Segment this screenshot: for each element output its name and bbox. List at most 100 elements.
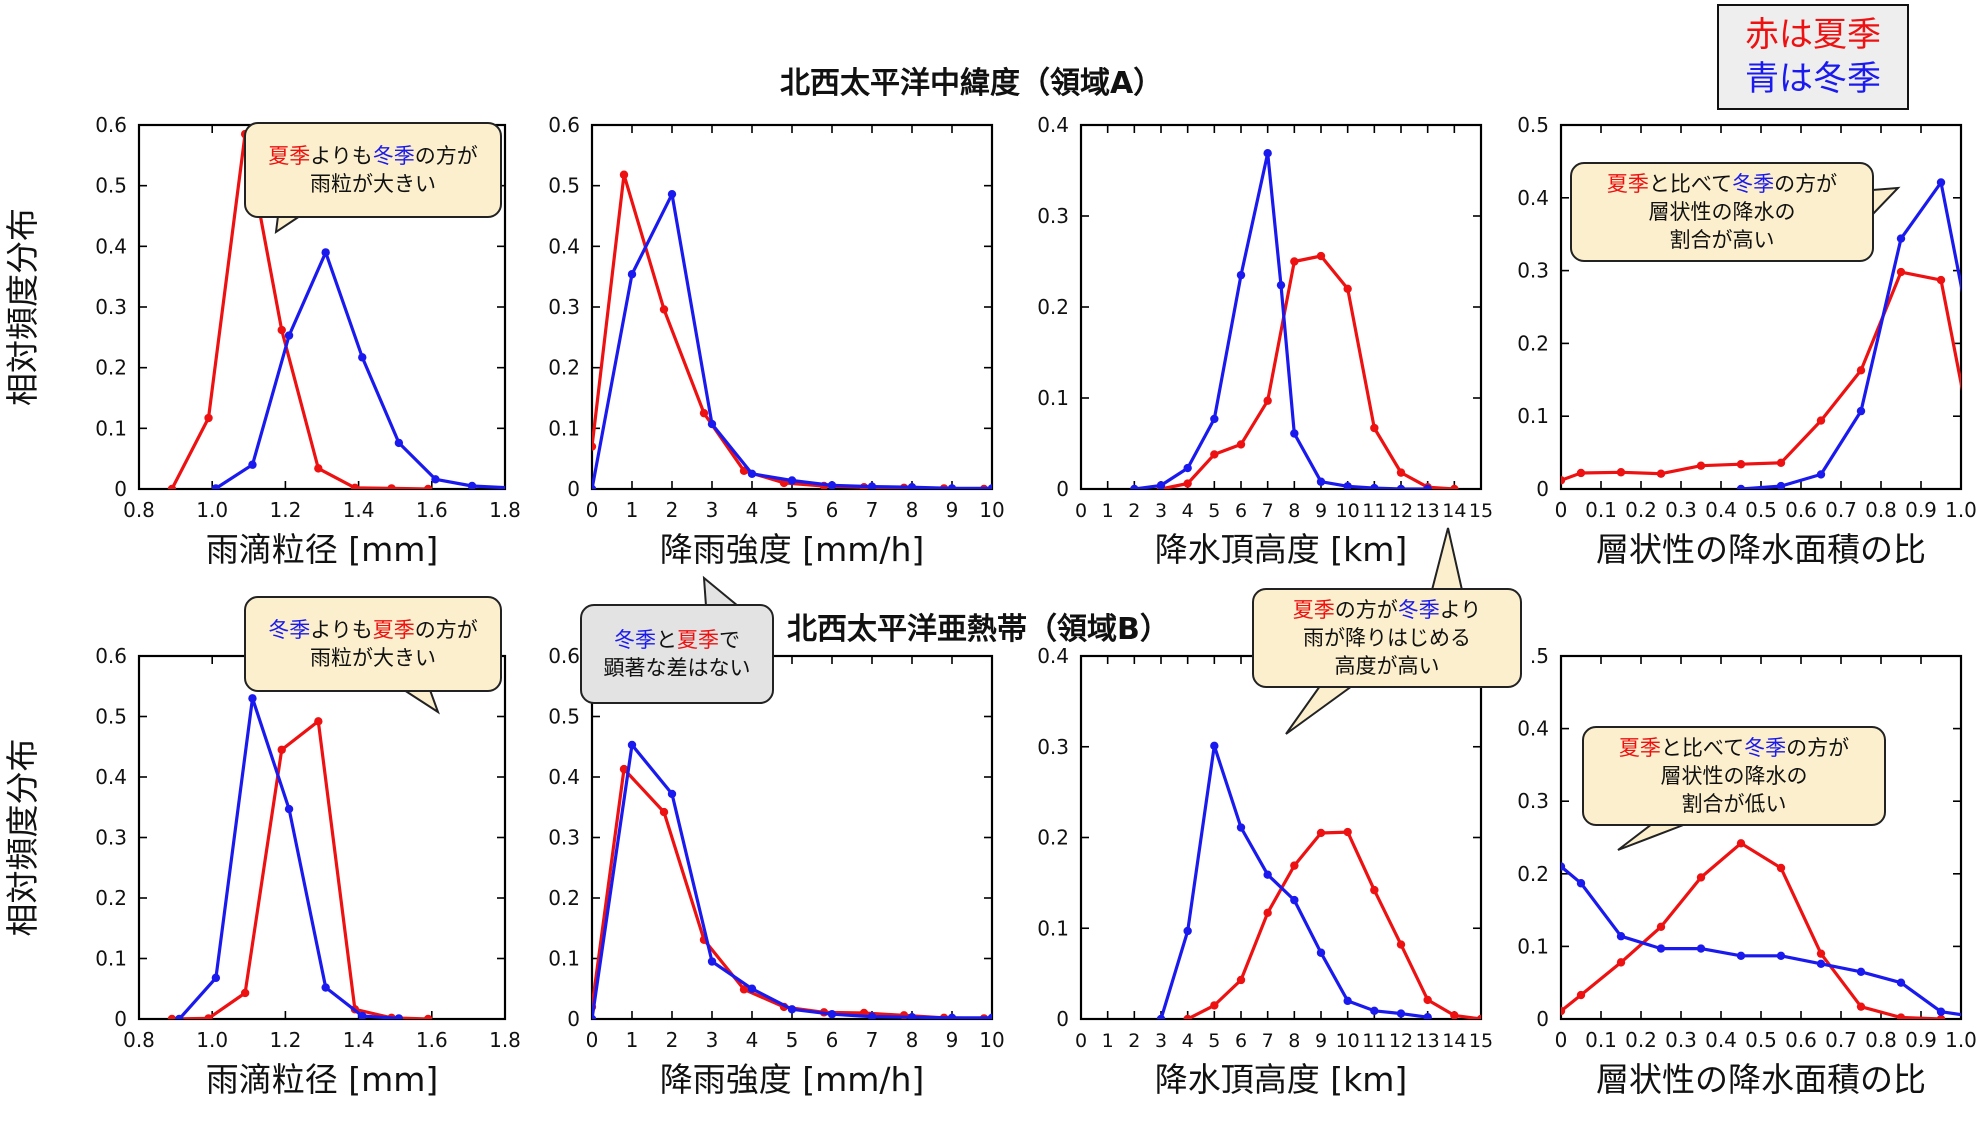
data-point-summer-a4 <box>1576 468 1586 478</box>
series-line-winter-b3 <box>1159 744 1428 1019</box>
legend-summer-label: 赤は夏季 <box>1745 15 1881 55</box>
data-point-winter-a2 <box>947 484 957 489</box>
y-tick-label-a4: 0 <box>1536 477 1549 501</box>
region-b-title: 北西太平洋亜熱帯（領域B） <box>787 612 1170 647</box>
x-tick-label-a2: 2 <box>666 498 679 522</box>
x-axis-label-b2: 降雨強度 [mm/h] <box>660 1060 925 1099</box>
data-point-winter-a1 <box>248 460 257 469</box>
data-point-summer-b2 <box>659 807 669 817</box>
x-tick-label-a4: 0.9 <box>1905 498 1937 522</box>
x-tick-label-b4: 0.4 <box>1705 1028 1737 1052</box>
y-tick-label-a3: 0.1 <box>1037 386 1069 410</box>
data-point-winter-b3 <box>1183 926 1192 936</box>
data-point-winter-b2 <box>907 1012 917 1019</box>
x-tick-label-b2: 7 <box>866 1028 879 1052</box>
data-point-summer-b3 <box>1423 995 1432 1005</box>
data-point-winter-b1 <box>358 1011 367 1019</box>
y-tick-label-b2: 0.5 <box>548 705 580 729</box>
y-tick-label-a1: 0 <box>114 477 127 501</box>
data-point-winter-a3 <box>1423 484 1432 489</box>
data-point-winter-a1 <box>504 485 505 489</box>
plot-frame-a2 <box>590 123 994 491</box>
x-tick-label-a1: 0.8 <box>123 498 155 522</box>
plot-frame-b2 <box>590 654 994 1021</box>
data-point-summer-b4 <box>1896 1013 1906 1019</box>
x-tick-label-a1: 1.0 <box>196 498 228 522</box>
data-point-summer-a1 <box>277 325 286 335</box>
data-point-winter-b4 <box>1856 967 1866 977</box>
series-summer-b4 <box>1561 839 1946 1019</box>
x-tick-label-a3: 10 <box>1336 500 1360 522</box>
x-tick-label-b3: 1 <box>1102 1030 1114 1052</box>
series-line-summer-a1 <box>170 132 429 489</box>
x-tick-label-b3: 0 <box>1075 1030 1087 1052</box>
callout-b2-tail <box>702 575 741 607</box>
data-point-summer-a4 <box>1896 267 1906 277</box>
y-tick-label-a4: 0.5 <box>1517 113 1549 137</box>
callout-b1-line1: 冬季よりも夏季の方が <box>268 618 478 642</box>
x-tick-label-b1: 1.0 <box>196 1028 228 1052</box>
data-point-winter-b3 <box>1423 1012 1432 1019</box>
callout-b4-line2: 層状性の降水の <box>1660 764 1808 788</box>
data-point-winter-a1 <box>211 484 221 489</box>
callout-b2-line2: 顕著な差はない <box>603 656 751 680</box>
data-point-summer-b3 <box>1210 1001 1219 1010</box>
y-tick-label-a1: 0.4 <box>95 234 127 258</box>
x-tick-label-b2: 3 <box>706 1028 719 1052</box>
data-point-summer-a3 <box>1450 484 1459 489</box>
x-tick-label-a3: 5 <box>1208 500 1220 522</box>
data-point-summer-a3 <box>1396 468 1406 477</box>
data-point-summer-b3 <box>1343 827 1352 837</box>
y-tick-label-b2: 0.6 <box>548 644 580 668</box>
y-tick-label-a1: 0.2 <box>95 356 127 380</box>
data-point-winter-b2 <box>787 1005 797 1014</box>
y-tick-label-a4: 0.4 <box>1517 186 1549 210</box>
callout-b3-tail <box>1285 685 1356 735</box>
data-point-winter-a1 <box>358 353 367 362</box>
data-point-winter-b2 <box>867 1012 877 1019</box>
callout-b1-line2: 雨粒が大きい <box>310 646 436 670</box>
series-winter-a3 <box>1130 149 1432 489</box>
x-tick-label-a3: 8 <box>1288 500 1300 522</box>
data-point-summer-a2 <box>619 170 629 179</box>
chart-a4: 0 0.1 0.2 0.3 0.4 0.5 0.6 0.7 0.8 0.9 1.0 0 0.1 0.2 0.… <box>1517 113 1981 569</box>
x-tick-label-a2: 10 <box>979 498 1004 522</box>
data-point-winter-a3 <box>1343 482 1352 489</box>
data-point-summer-a2 <box>659 305 669 314</box>
data-point-summer-b2 <box>739 985 749 994</box>
x-tick-label-b3: 3 <box>1155 1030 1167 1052</box>
x-tick-label-a3: 0 <box>1075 500 1087 522</box>
x-tick-label-a3: 1 <box>1102 500 1114 522</box>
callout-b4-line3: 割合が低い <box>1681 792 1787 816</box>
data-point-winter-a2 <box>592 484 597 489</box>
data-point-summer-b1 <box>277 745 286 754</box>
data-point-summer-b4 <box>1816 949 1826 958</box>
data-point-summer-a2 <box>592 442 597 451</box>
data-point-winter-b4 <box>1656 944 1666 953</box>
data-point-winter-b4 <box>1896 978 1906 987</box>
y-axis-label-a1: 相対頻度分布 <box>3 208 42 406</box>
data-point-summer-a3 <box>1210 450 1219 459</box>
data-point-summer-a4 <box>1936 275 1946 285</box>
data-point-winter-a4 <box>1977 383 1981 391</box>
series-line-winter-a2 <box>592 192 992 489</box>
data-point-winter-b1 <box>211 973 221 983</box>
data-point-summer-a1 <box>167 484 177 489</box>
callout-b2-line1: 冬季と夏季で <box>614 628 740 652</box>
data-point-winter-a4 <box>1816 470 1826 479</box>
callout-a4-line2: 層状性の降水の <box>1648 200 1796 224</box>
y-tick-label-b2: 0 <box>567 1007 580 1031</box>
y-tick-label-a4: 0.1 <box>1517 404 1549 428</box>
data-point-winter-a4 <box>1936 178 1946 187</box>
series-line-winter-a1 <box>215 250 505 489</box>
x-tick-label-a3: 7 <box>1262 500 1274 522</box>
x-tick-label-b2: 2 <box>666 1028 679 1052</box>
x-tick-label-a3: 2 <box>1128 500 1140 522</box>
data-point-winter-a2 <box>867 482 877 489</box>
x-tick-label-b1: 0.8 <box>123 1028 155 1052</box>
series-line-winter-b4 <box>1561 865 1961 1017</box>
series-line-summer-a4 <box>1561 270 1961 482</box>
x-axis-label-a1: 雨滴粒径 [mm] <box>206 530 439 569</box>
series-line-summer-b3 <box>1186 830 1481 1019</box>
chart-a1: 0.8 1.0 1.2 1.4 1.6 1.8 0 0.1 0.2 0.3 0.4 0.5 0.6 雨滴粒… <box>3 113 521 569</box>
